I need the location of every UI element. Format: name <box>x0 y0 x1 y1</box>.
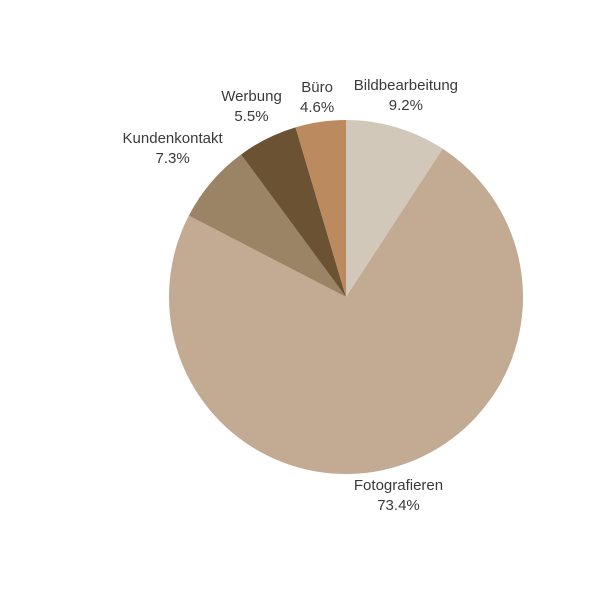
pie-label-name: Werbung <box>221 88 282 106</box>
pie-slice-werbung <box>241 127 346 297</box>
pie-slice-buro <box>295 120 346 297</box>
pie-label-value: 7.3% <box>155 149 190 167</box>
pie-label-value: 73.4% <box>377 497 420 515</box>
pie-slice-bildbearbeitung <box>346 120 443 297</box>
pie-label-name: Büro <box>301 79 333 97</box>
pie-label-value: 4.6% <box>299 99 335 117</box>
pie-label-name: Bildbearbeitung <box>353 76 459 94</box>
pie-label-name: Fotografieren <box>353 477 444 495</box>
pie-label-kundenkontakt: Kundenkontakt 7.3% <box>123 129 223 169</box>
pie-slice-fotografieren <box>168 148 523 475</box>
pie-slice-kundenkontakt <box>188 154 346 297</box>
pie-label-value: 5.5% <box>234 108 269 126</box>
pie-label-werbung: Werbung 5.5% <box>221 87 282 127</box>
pie-label-value: 9.2% <box>388 96 423 114</box>
pie-label-bildbearbeitung: Bildbearbeitung 9.2% <box>354 76 458 116</box>
pie-label-name: Kundenkontakt <box>122 129 223 147</box>
pie-label-buro: Büro 4.6% <box>300 78 334 118</box>
pie-label-fotografieren: Fotografieren 73.4% <box>354 476 443 516</box>
